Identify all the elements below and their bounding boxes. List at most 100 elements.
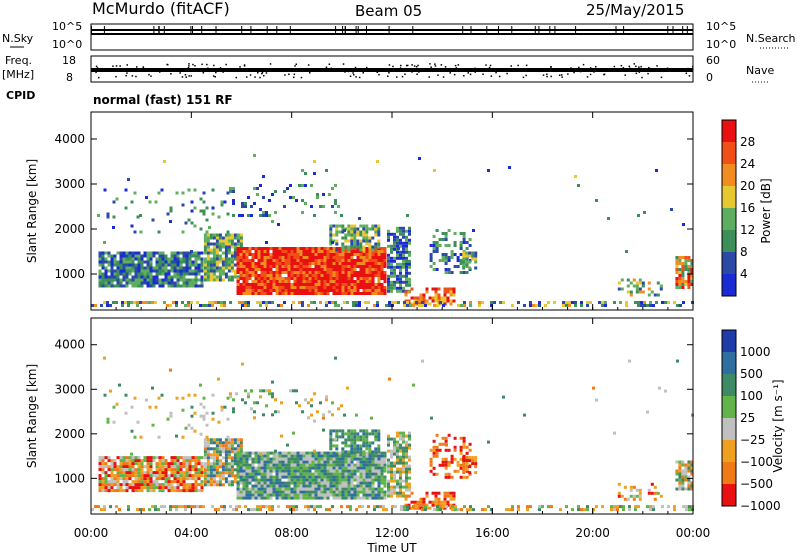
data-cell xyxy=(118,508,121,512)
data-cell xyxy=(242,262,246,265)
data-cell xyxy=(110,465,114,469)
data-cell xyxy=(188,257,192,261)
data-cell xyxy=(284,463,288,467)
data-cell xyxy=(465,475,469,479)
data-cell xyxy=(681,478,685,482)
data-cell xyxy=(266,472,270,476)
data-cell xyxy=(289,196,292,199)
data-cell xyxy=(387,464,390,468)
data-cell xyxy=(365,447,369,451)
data-cell xyxy=(260,268,264,271)
data-cell xyxy=(239,250,243,253)
data-cell xyxy=(368,457,372,461)
data-cell xyxy=(104,284,108,288)
data-cell xyxy=(289,389,292,393)
colorbar-cell xyxy=(722,120,736,142)
data-cell xyxy=(272,280,276,283)
data-cell xyxy=(167,462,171,466)
data-cell xyxy=(131,489,135,493)
data-cell xyxy=(377,438,381,442)
data-cell xyxy=(377,447,381,451)
freq-dot xyxy=(474,71,476,73)
data-cell xyxy=(350,454,354,458)
data-cell xyxy=(368,286,372,289)
data-cell xyxy=(374,259,378,262)
data-cell xyxy=(185,471,189,475)
data-cell xyxy=(368,472,372,476)
data-cell xyxy=(332,268,336,271)
data-cell xyxy=(236,268,240,271)
data-cell xyxy=(368,454,372,458)
data-cell xyxy=(214,301,217,304)
data-cell xyxy=(387,244,390,248)
data-cell xyxy=(203,462,207,466)
data-cell xyxy=(179,272,183,276)
data-cell xyxy=(176,251,180,255)
data-cell xyxy=(399,280,402,284)
data-cell xyxy=(167,489,171,493)
data-cell xyxy=(359,286,363,289)
data-cell xyxy=(239,233,243,237)
data-cell xyxy=(474,462,478,466)
data-cell xyxy=(410,500,414,504)
data-cell xyxy=(390,280,393,284)
freq-dot xyxy=(418,71,420,73)
data-cell xyxy=(203,450,207,454)
data-cell xyxy=(161,474,165,478)
freq-dot xyxy=(560,74,563,76)
data-cell xyxy=(184,221,188,225)
data-cell xyxy=(341,432,345,436)
data-cell xyxy=(134,263,138,267)
data-cell xyxy=(405,229,408,233)
data-cell xyxy=(101,266,105,270)
data-cell xyxy=(314,478,318,482)
data-cell xyxy=(113,278,117,282)
freq-dot xyxy=(259,76,261,79)
data-cell xyxy=(140,266,144,270)
data-cell xyxy=(320,268,324,271)
data-cell xyxy=(296,268,300,271)
data-cell xyxy=(133,435,137,439)
data-cell xyxy=(350,250,354,253)
data-cell xyxy=(188,269,192,273)
data-cell xyxy=(653,485,657,489)
data-cell xyxy=(408,238,411,242)
data-cell xyxy=(176,465,180,469)
data-cell xyxy=(341,248,345,252)
data-cell xyxy=(242,286,246,289)
data-cell xyxy=(256,187,259,190)
data-cell xyxy=(148,200,152,204)
data-cell xyxy=(203,278,207,282)
data-cell xyxy=(131,480,135,484)
data-cell xyxy=(170,465,174,469)
data-cell xyxy=(376,160,379,163)
data-cell xyxy=(335,274,339,277)
data-cell xyxy=(125,462,129,466)
data-cell xyxy=(281,457,285,461)
data-cell xyxy=(323,283,327,286)
data-cell xyxy=(212,242,216,246)
data-cell xyxy=(359,435,363,439)
data-cell xyxy=(396,485,399,489)
freq-unit: [MHz] xyxy=(2,68,34,81)
data-cell xyxy=(432,454,436,458)
data-cell xyxy=(275,457,279,461)
data-cell xyxy=(323,493,327,497)
freq-dot xyxy=(417,70,419,72)
data-cell xyxy=(460,508,463,512)
data-cell xyxy=(101,456,105,460)
data-cell xyxy=(405,262,408,266)
data-cell xyxy=(239,247,243,250)
data-cell xyxy=(353,271,357,274)
data-cell xyxy=(221,257,225,261)
data-cell xyxy=(453,244,457,247)
data-cell xyxy=(359,230,363,234)
data-cell xyxy=(307,416,310,420)
data-cell xyxy=(355,508,358,512)
data-cell xyxy=(215,263,219,267)
data-cell xyxy=(329,454,333,458)
data-cell xyxy=(347,463,351,467)
data-cell xyxy=(332,280,336,283)
data-cell xyxy=(266,487,270,491)
nsky-bottom-tick: 10^0 xyxy=(52,38,82,51)
